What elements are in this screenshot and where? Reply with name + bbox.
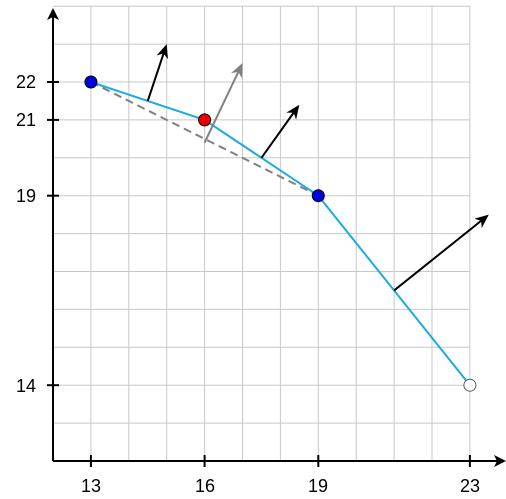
point-2 [198,113,212,127]
x-axis-arrowhead [494,455,506,467]
normal-arrowhead-4 [474,214,489,229]
normal-arrow-shaft-4 [393,219,482,292]
normal-arrowhead-3 [286,104,300,120]
y-axis-arrowhead [47,8,59,20]
grid [53,5,471,461]
tick-labels: 13 16 19 23 22 21 19 14 [16,72,480,496]
normal-arrow-shaft-2 [203,71,240,144]
x-tick-label-16: 16 [195,476,215,496]
y-tick-label-21: 21 [16,110,36,130]
point-1 [84,75,98,89]
tick-marks [47,81,471,467]
x-tick-label-19: 19 [308,476,328,496]
normal-arrow-shaft-1 [146,53,165,102]
normal-arrow-shaft-3 [260,112,295,159]
x-tick-label-13: 13 [81,476,101,496]
axes [47,8,506,467]
y-tick-label-22: 22 [16,72,36,92]
normal-arrowhead-1 [156,44,168,60]
point-4 [463,378,477,392]
normal-arrowhead-2 [231,63,243,79]
plot-marks [84,44,489,392]
y-tick-label-14: 14 [16,376,36,396]
y-tick-label-19: 19 [16,186,36,206]
x-tick-label-23: 23 [460,476,480,496]
point-3 [311,189,325,203]
dashed-chord [90,81,319,197]
